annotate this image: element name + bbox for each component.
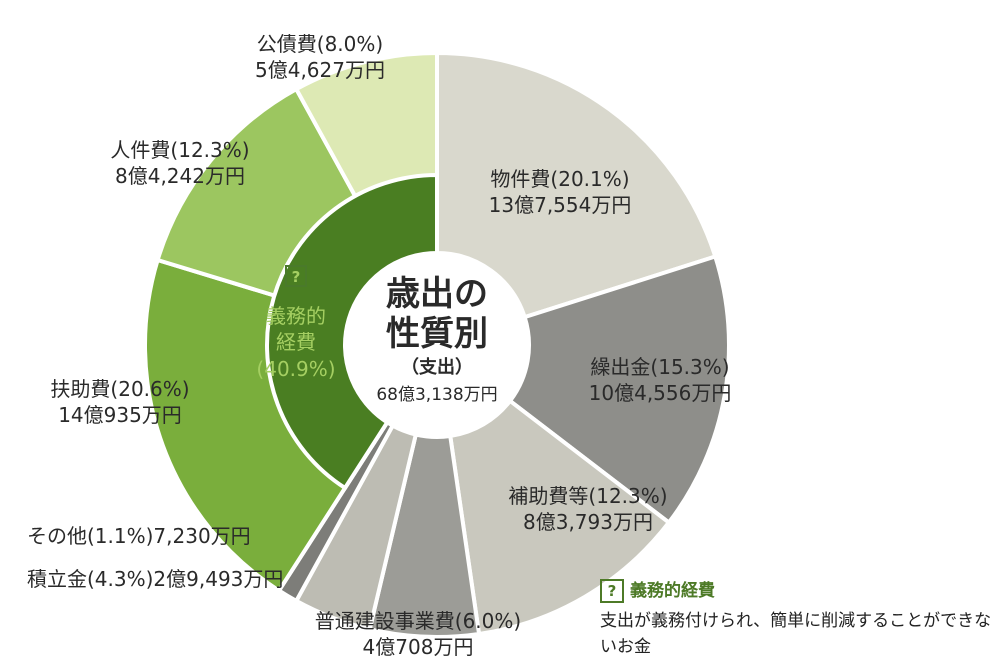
note-body: 支出が義務付けられ、簡単に削減することができないお金 xyxy=(600,611,992,657)
slice-amount: 8億4,242万円 xyxy=(115,164,245,188)
slice-amount: 14億935万円 xyxy=(58,403,182,427)
center-title-line2: 性質別 xyxy=(386,314,488,354)
obligatory-label: ? 義務的 経費 (40.9%) xyxy=(256,265,336,381)
slice-label: その他(1.1%)7,230万円 xyxy=(27,524,251,548)
obligatory-q: ? xyxy=(292,268,301,286)
slices-group xyxy=(143,50,731,639)
slice-amount: 10億4,556万円 xyxy=(589,381,732,405)
note-title-row: ? 義務的経費 xyxy=(600,578,1000,604)
center-title-line1: 歳出の xyxy=(386,274,488,314)
slice-label: 積立金(4.3%)2億9,493万円 xyxy=(27,567,283,591)
slice-label: 扶助費(20.6%) xyxy=(50,377,189,401)
slice-label: 人件費(12.3%) xyxy=(110,138,249,162)
center-hole xyxy=(345,253,529,437)
slice-label: 補助費等(12.3%) xyxy=(508,484,667,508)
slice-label: 物件費(20.1%) xyxy=(490,167,629,191)
slice-amount: 8億3,793万円 xyxy=(523,510,653,534)
center-total: 68億3,138万円 xyxy=(376,385,497,405)
slice-label: 繰出金(15.3%) xyxy=(590,355,729,379)
question-icon: ? xyxy=(600,579,624,603)
slice-label: 公債費(8.0%) xyxy=(257,32,383,56)
slice-amount: 5億4,627万円 xyxy=(255,58,385,82)
slice-amount: 4億708万円 xyxy=(363,635,474,659)
slice-amount: 13億7,554万円 xyxy=(489,193,632,217)
question-icon xyxy=(285,265,307,287)
obligatory-pct: (40.9%) xyxy=(256,357,335,381)
obligatory-note: ? 義務的経費 支出が義務付けられ、簡単に削減することができないお金 xyxy=(600,578,1000,660)
labels-group: 物件費(20.1%)13億7,554万円繰出金(15.3%)10億4,556万円… xyxy=(27,32,731,659)
obligatory-line2: 経費 xyxy=(276,330,316,354)
slice-label: 普通建設事業費(6.0%) xyxy=(315,609,521,633)
center-title: 歳出の 性質別 （支出） 68億3,138万円 xyxy=(376,274,497,405)
center-subtitle: （支出） xyxy=(401,356,473,378)
obligatory-line1: 義務的 xyxy=(266,304,326,328)
note-title: 義務的経費 xyxy=(630,581,715,601)
